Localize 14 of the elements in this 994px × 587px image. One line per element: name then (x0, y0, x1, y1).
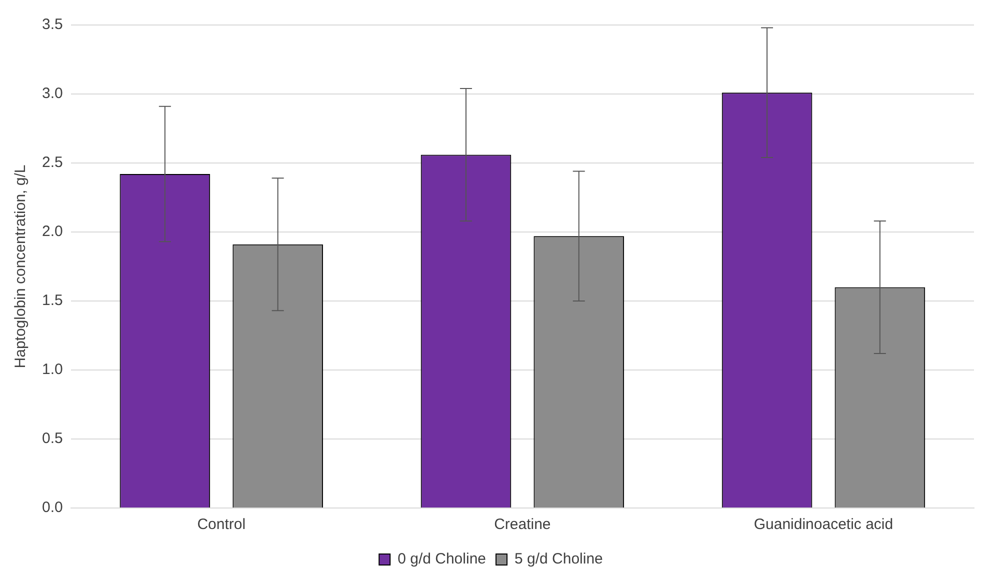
y-tick-label: 0.0 (42, 499, 63, 516)
x-tick-label: Control (197, 516, 246, 534)
y-tick-label: 3.0 (42, 85, 63, 102)
y-tick-label: 3.5 (42, 16, 63, 34)
y-tick-label: 1.5 (42, 292, 63, 310)
y-tick-label: 0.5 (42, 430, 63, 448)
x-tick-label: Guanidinoacetic acid (754, 516, 894, 534)
y-tick-label: 2.0 (42, 223, 63, 240)
y-tick-label: 1.0 (42, 361, 63, 378)
y-tick-label: 2.5 (42, 154, 63, 172)
y-axis-title: Haptoglobin concentration, g/L (12, 164, 30, 368)
legend-label: 5 g/d Choline (514, 550, 603, 568)
x-tick-label: Creatine (494, 516, 551, 534)
legend-label: 0 g/d Choline (398, 550, 486, 568)
